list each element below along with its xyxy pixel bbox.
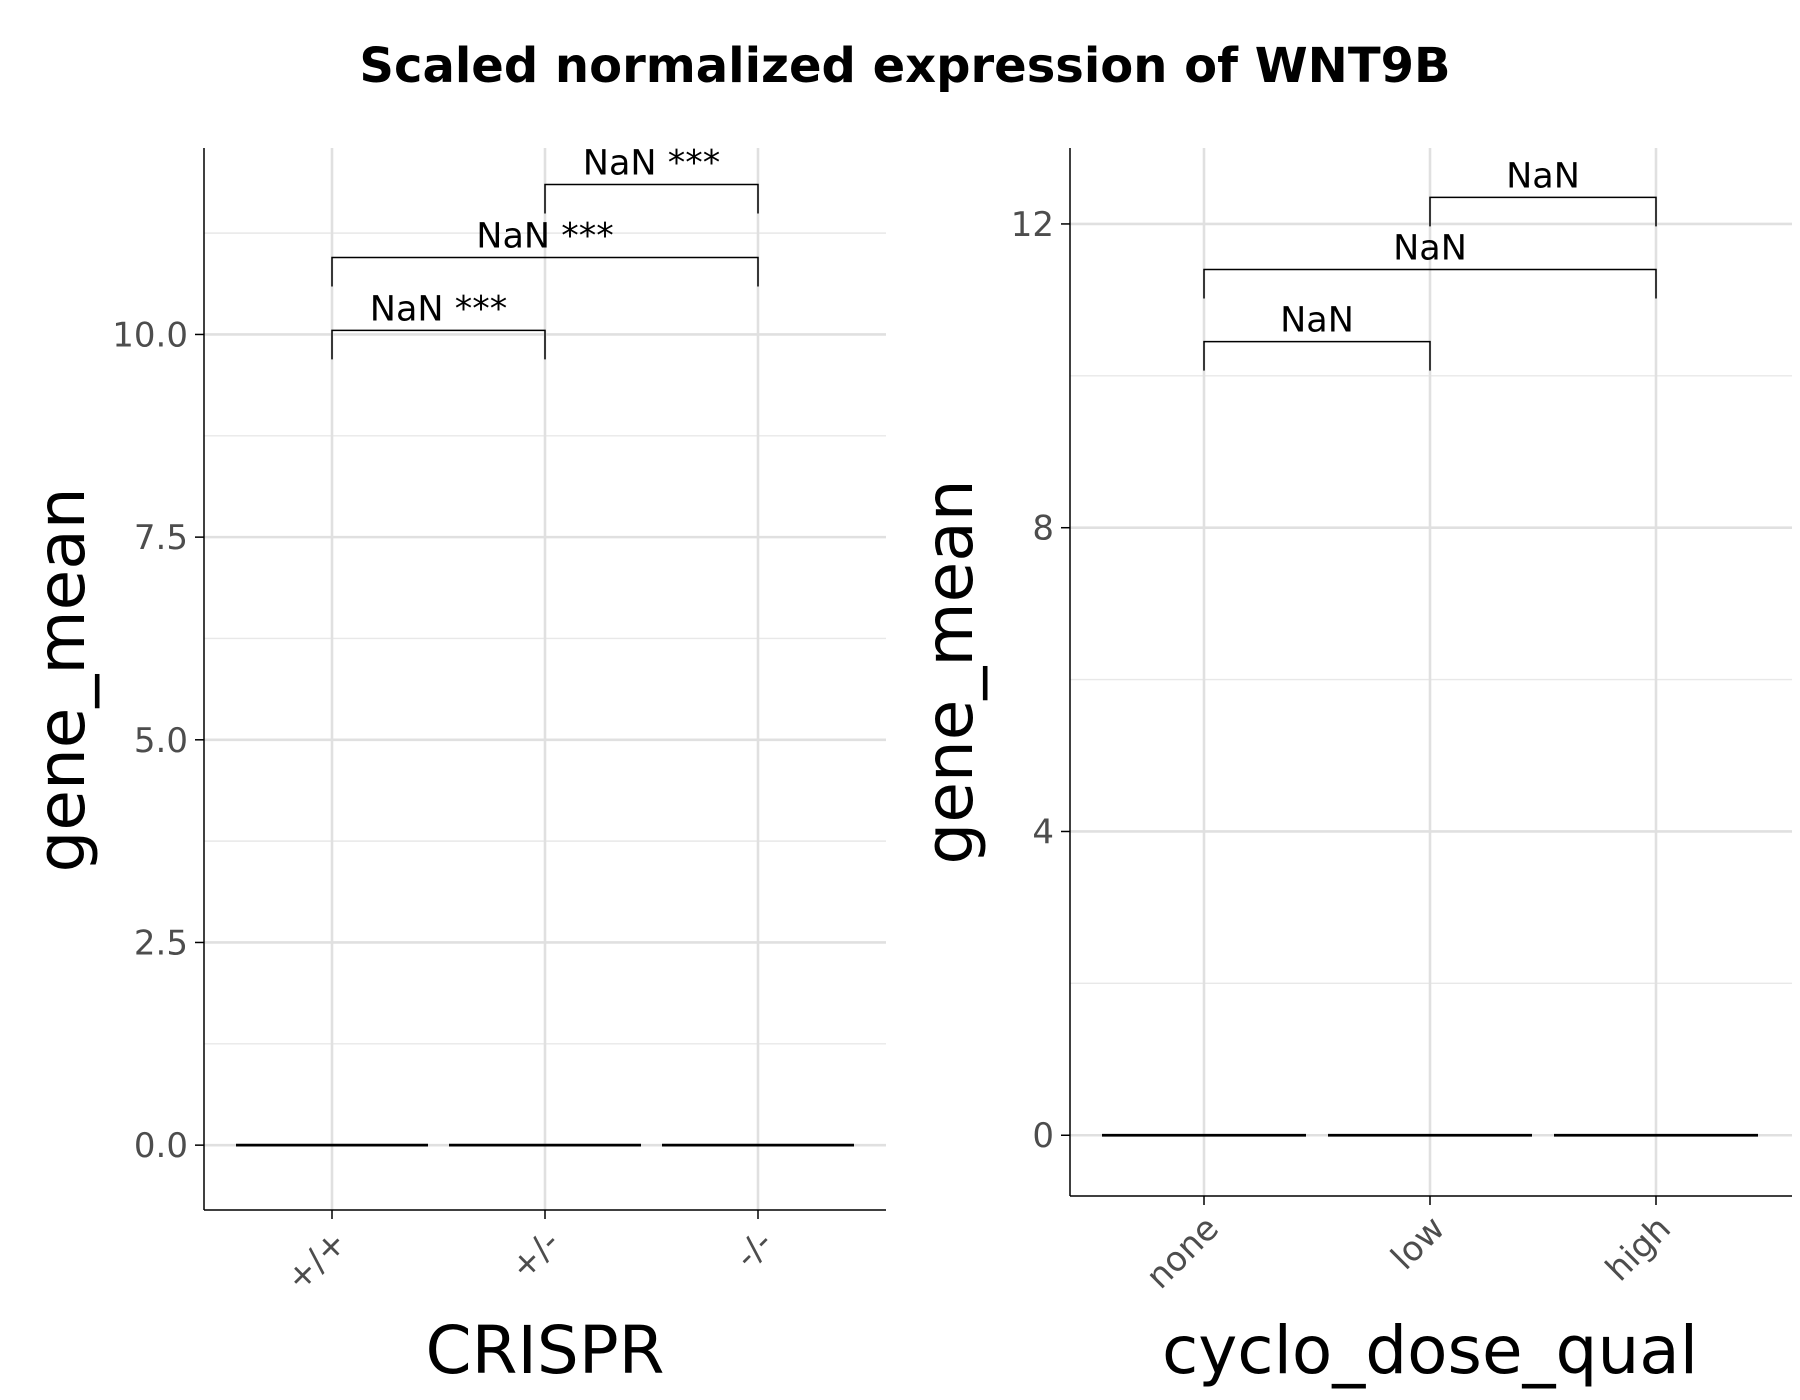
figure-title: Scaled normalized expression of WNT9B (359, 38, 1450, 94)
y-tick-label-4: 10.0 (112, 315, 188, 355)
comparison-label-2: NaN *** (583, 143, 720, 183)
comparison-label-0: NaN *** (370, 289, 507, 329)
comparison-bracket-1 (1203, 268, 1657, 299)
comparison-bracket-0 (1203, 340, 1431, 371)
comparison-label-1: NaN (1393, 229, 1467, 269)
comparison-label-0: NaN (1280, 301, 1354, 341)
y-axis-title: gene_mean (911, 479, 988, 864)
y-tick-label-0: 0.0 (134, 1126, 188, 1166)
comparison-bracket-0 (331, 329, 546, 360)
y-tick-label-1: 4 (1032, 812, 1054, 852)
y-tick-label-1: 2.5 (134, 923, 188, 963)
comparison-bracket-2 (544, 183, 759, 214)
y-tick-label-0: 0 (1032, 1116, 1054, 1156)
y-tick-label-2: 5.0 (134, 721, 188, 761)
y-tick-label-3: 12 (1011, 205, 1054, 245)
comparison-bracket-1 (331, 256, 759, 287)
y-tick-label-2: 8 (1032, 509, 1054, 549)
x-axis-title: CRISPR (426, 1312, 665, 1389)
comparison-label-1: NaN *** (476, 216, 613, 256)
y-axis-title: gene_mean (23, 487, 100, 872)
comparison-label-2: NaN (1506, 156, 1580, 196)
x-axis-title: cyclo_dose_qual (1162, 1312, 1698, 1389)
y-tick-label-3: 7.5 (134, 518, 188, 558)
comparison-bracket-2 (1429, 196, 1657, 227)
